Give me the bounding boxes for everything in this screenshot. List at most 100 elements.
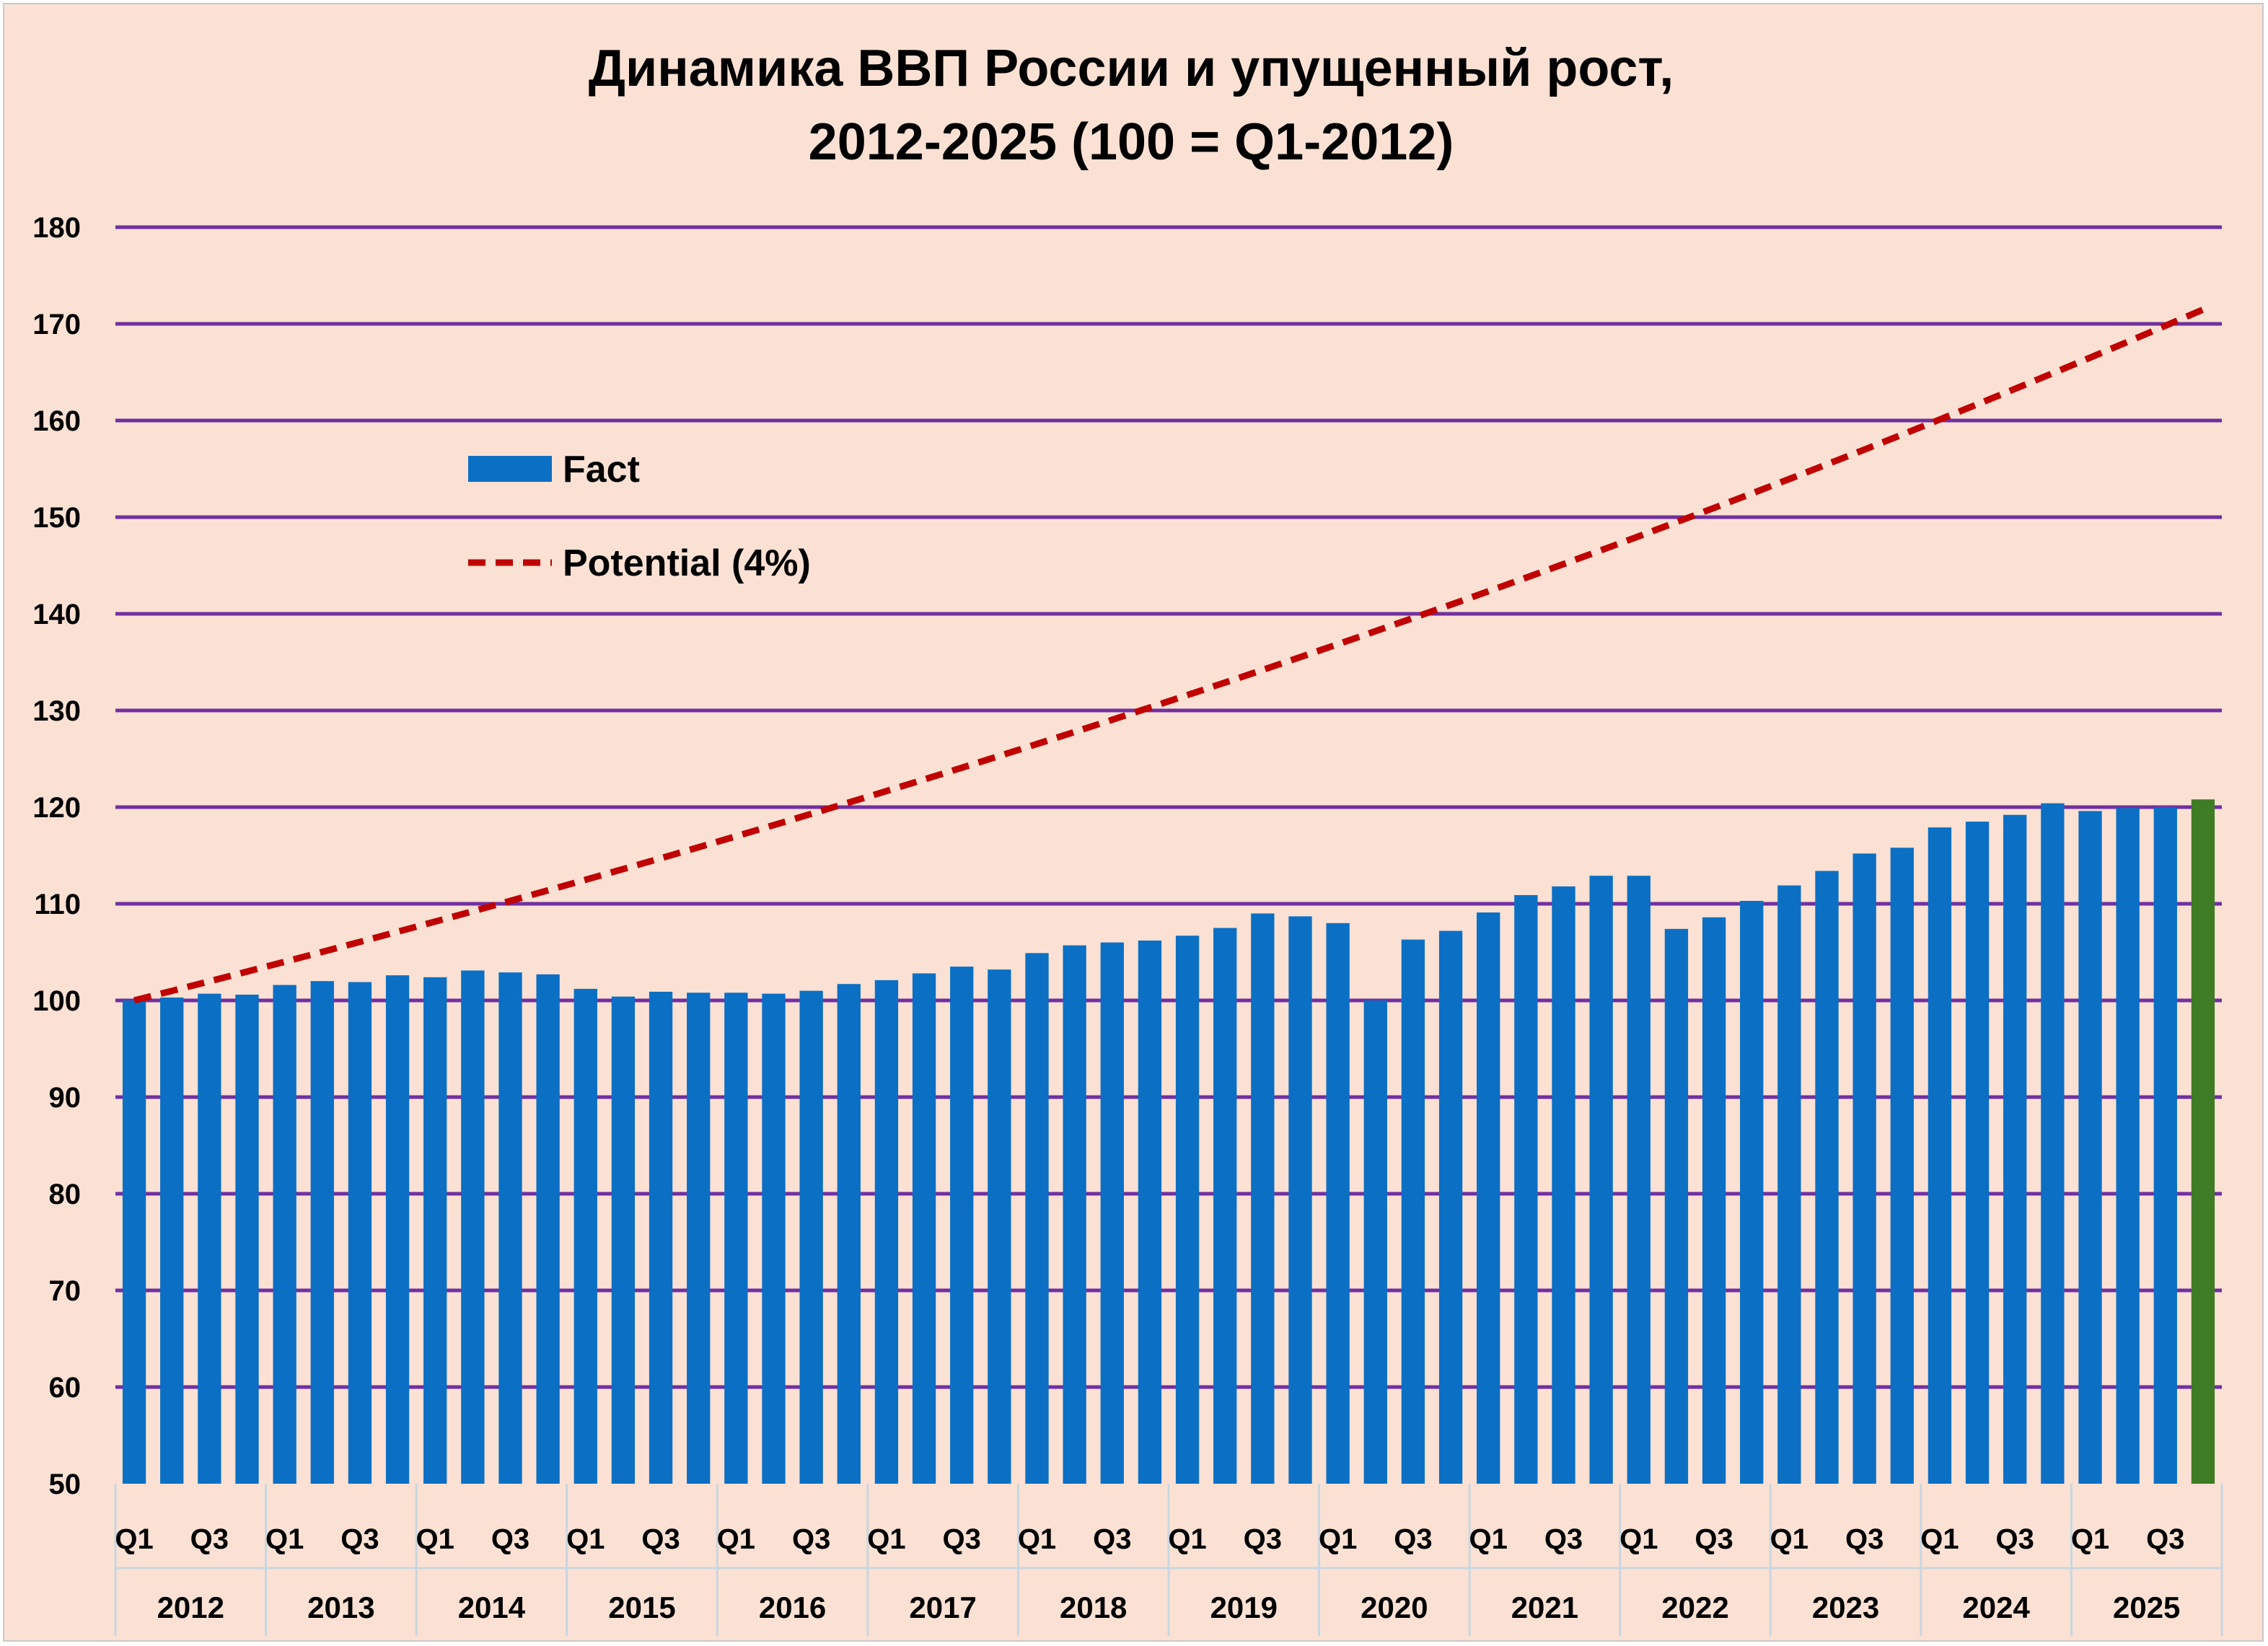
bar-2018-q1 [1025, 953, 1049, 1484]
quarter-label-2020-q1: Q1 [1319, 1523, 1357, 1555]
quarter-label-2021-q1: Q1 [1469, 1523, 1508, 1555]
y-tick-170: 170 [32, 309, 81, 340]
quarter-label-2019-q1: Q1 [1168, 1523, 1206, 1555]
bar-2025-q1 [2078, 811, 2102, 1484]
y-tick-120: 120 [32, 792, 81, 824]
y-tick-140: 140 [32, 599, 81, 630]
bar-2014-q4 [536, 974, 560, 1484]
bar-2020-q3 [1401, 939, 1425, 1484]
bar-2021-q2 [1514, 894, 1538, 1484]
year-label-2013: 2013 [307, 1590, 374, 1624]
quarter-label-2022-q3: Q3 [1695, 1523, 1733, 1555]
year-label-2016: 2016 [759, 1590, 826, 1624]
bar-2012-q1 [122, 1000, 146, 1484]
quarter-label-2023-q3: Q3 [1845, 1523, 1884, 1555]
quarter-label-2020-q3: Q3 [1394, 1523, 1432, 1555]
legend-fact-swatch [468, 456, 552, 482]
quarter-label-2016-q1: Q1 [717, 1523, 755, 1555]
bar-2012-q2 [160, 997, 184, 1484]
bar-2013-q3 [348, 982, 372, 1484]
bar-2018-q2 [1063, 945, 1086, 1484]
bar-2017-q3 [950, 967, 974, 1484]
bar-2014-q3 [498, 972, 522, 1484]
fact-bars [122, 799, 2215, 1484]
quarter-label-2012-q1: Q1 [115, 1523, 153, 1555]
x-axis: Q1 Q3 2012 Q1 Q3 2013 Q1 Q3 2014 Q1 Q3 2015 Q1 Q3 2016… [114, 1484, 2223, 1636]
year-label-2025: 2025 [2113, 1590, 2180, 1624]
bar-2024-q4 [2041, 803, 2065, 1484]
bar-2019-q1 [1175, 936, 1200, 1484]
bar-2017-q1 [874, 980, 899, 1484]
bar-2021-q3 [1552, 886, 1575, 1484]
bar-2013-q2 [310, 981, 334, 1484]
bar-2022-q2 [1664, 928, 1689, 1484]
bar-2019-q3 [1251, 913, 1275, 1484]
bar-2022-q4 [1740, 900, 1764, 1484]
bar-2014-q2 [461, 970, 485, 1484]
bar-2025-q4 [2191, 799, 2215, 1484]
bar-2023-q1 [1777, 885, 1801, 1484]
year-label-2023: 2023 [1812, 1590, 1879, 1624]
quarter-label-2025-q1: Q1 [2071, 1523, 2109, 1555]
y-tick-90: 90 [49, 1082, 82, 1114]
legend: Fact Potential (4%) [468, 449, 811, 584]
y-tick-160: 160 [32, 405, 81, 437]
quarter-label-2018-q1: Q1 [1018, 1523, 1056, 1555]
bar-2020-q1 [1326, 923, 1350, 1484]
bar-2016-q3 [799, 990, 823, 1484]
bar-2022-q1 [1627, 876, 1651, 1484]
bar-2013-q1 [273, 985, 296, 1484]
year-label-2020: 2020 [1361, 1590, 1428, 1624]
quarter-label-2025-q3: Q3 [2146, 1523, 2184, 1555]
bar-2015-q3 [649, 991, 673, 1484]
bar-2023-q2 [1815, 871, 1839, 1484]
y-tick-80: 80 [49, 1179, 82, 1210]
year-label-2014: 2014 [458, 1590, 526, 1624]
legend-potential-label: Potential (4%) [563, 542, 811, 584]
y-tick-180: 180 [32, 212, 81, 244]
bar-2017-q4 [988, 969, 1011, 1484]
year-label-2017: 2017 [909, 1590, 976, 1624]
bar-2020-q4 [1438, 930, 1463, 1484]
bar-2016-q4 [837, 984, 861, 1484]
bar-2024-q1 [1928, 827, 1952, 1484]
bar-2013-q4 [385, 975, 410, 1484]
bar-2019-q4 [1288, 916, 1312, 1484]
quarter-label-2014-q1: Q1 [416, 1523, 454, 1555]
year-label-2024: 2024 [1962, 1590, 2030, 1624]
bar-2019-q2 [1213, 928, 1237, 1484]
bar-2016-q1 [724, 993, 748, 1484]
y-axis-ticks: 50 60 70 80 90 100 110 120 130 140 150 160 170 180 [32, 212, 81, 1500]
quarter-label-2024-q1: Q1 [1920, 1523, 1959, 1555]
legend-fact-label: Fact [563, 449, 640, 490]
year-label-2015: 2015 [608, 1590, 675, 1624]
bar-2012-q4 [235, 994, 259, 1484]
year-label-2022: 2022 [1661, 1590, 1728, 1624]
bar-2025-q2 [2116, 808, 2140, 1484]
quarter-label-2019-q3: Q3 [1244, 1523, 1282, 1555]
bar-2020-q2 [1363, 1000, 1387, 1484]
quarter-label-2024-q3: Q3 [1996, 1523, 2034, 1555]
chart-title-line-1: Динамика ВВП России и упущенный рост, [589, 40, 1674, 97]
potential-line-group [133, 307, 2205, 1004]
bar-2014-q1 [423, 977, 447, 1484]
quarter-label-2015-q3: Q3 [641, 1523, 680, 1555]
bar-2015-q2 [611, 996, 636, 1484]
quarter-label-2022-q1: Q1 [1619, 1523, 1658, 1555]
y-tick-110: 110 [34, 889, 81, 920]
year-label-2018: 2018 [1060, 1590, 1127, 1624]
quarter-label-2013-q1: Q1 [265, 1523, 304, 1555]
bar-2018-q4 [1138, 940, 1162, 1484]
chart-frame: Динамика ВВП России и упущенный рост, 20… [3, 3, 2264, 1642]
bar-2024-q3 [2003, 814, 2027, 1484]
bar-2018-q3 [1100, 942, 1124, 1484]
bar-2017-q2 [912, 973, 936, 1484]
year-label-2019: 2019 [1210, 1590, 1278, 1624]
bar-2016-q2 [762, 993, 786, 1484]
bar-2015-q1 [573, 988, 597, 1484]
bar-2012-q3 [198, 993, 221, 1484]
quarter-label-2018-q3: Q3 [1093, 1523, 1131, 1555]
bar-2023-q4 [1890, 848, 1914, 1484]
bar-2022-q3 [1702, 917, 1726, 1484]
quarter-label-2023-q1: Q1 [1770, 1523, 1808, 1555]
